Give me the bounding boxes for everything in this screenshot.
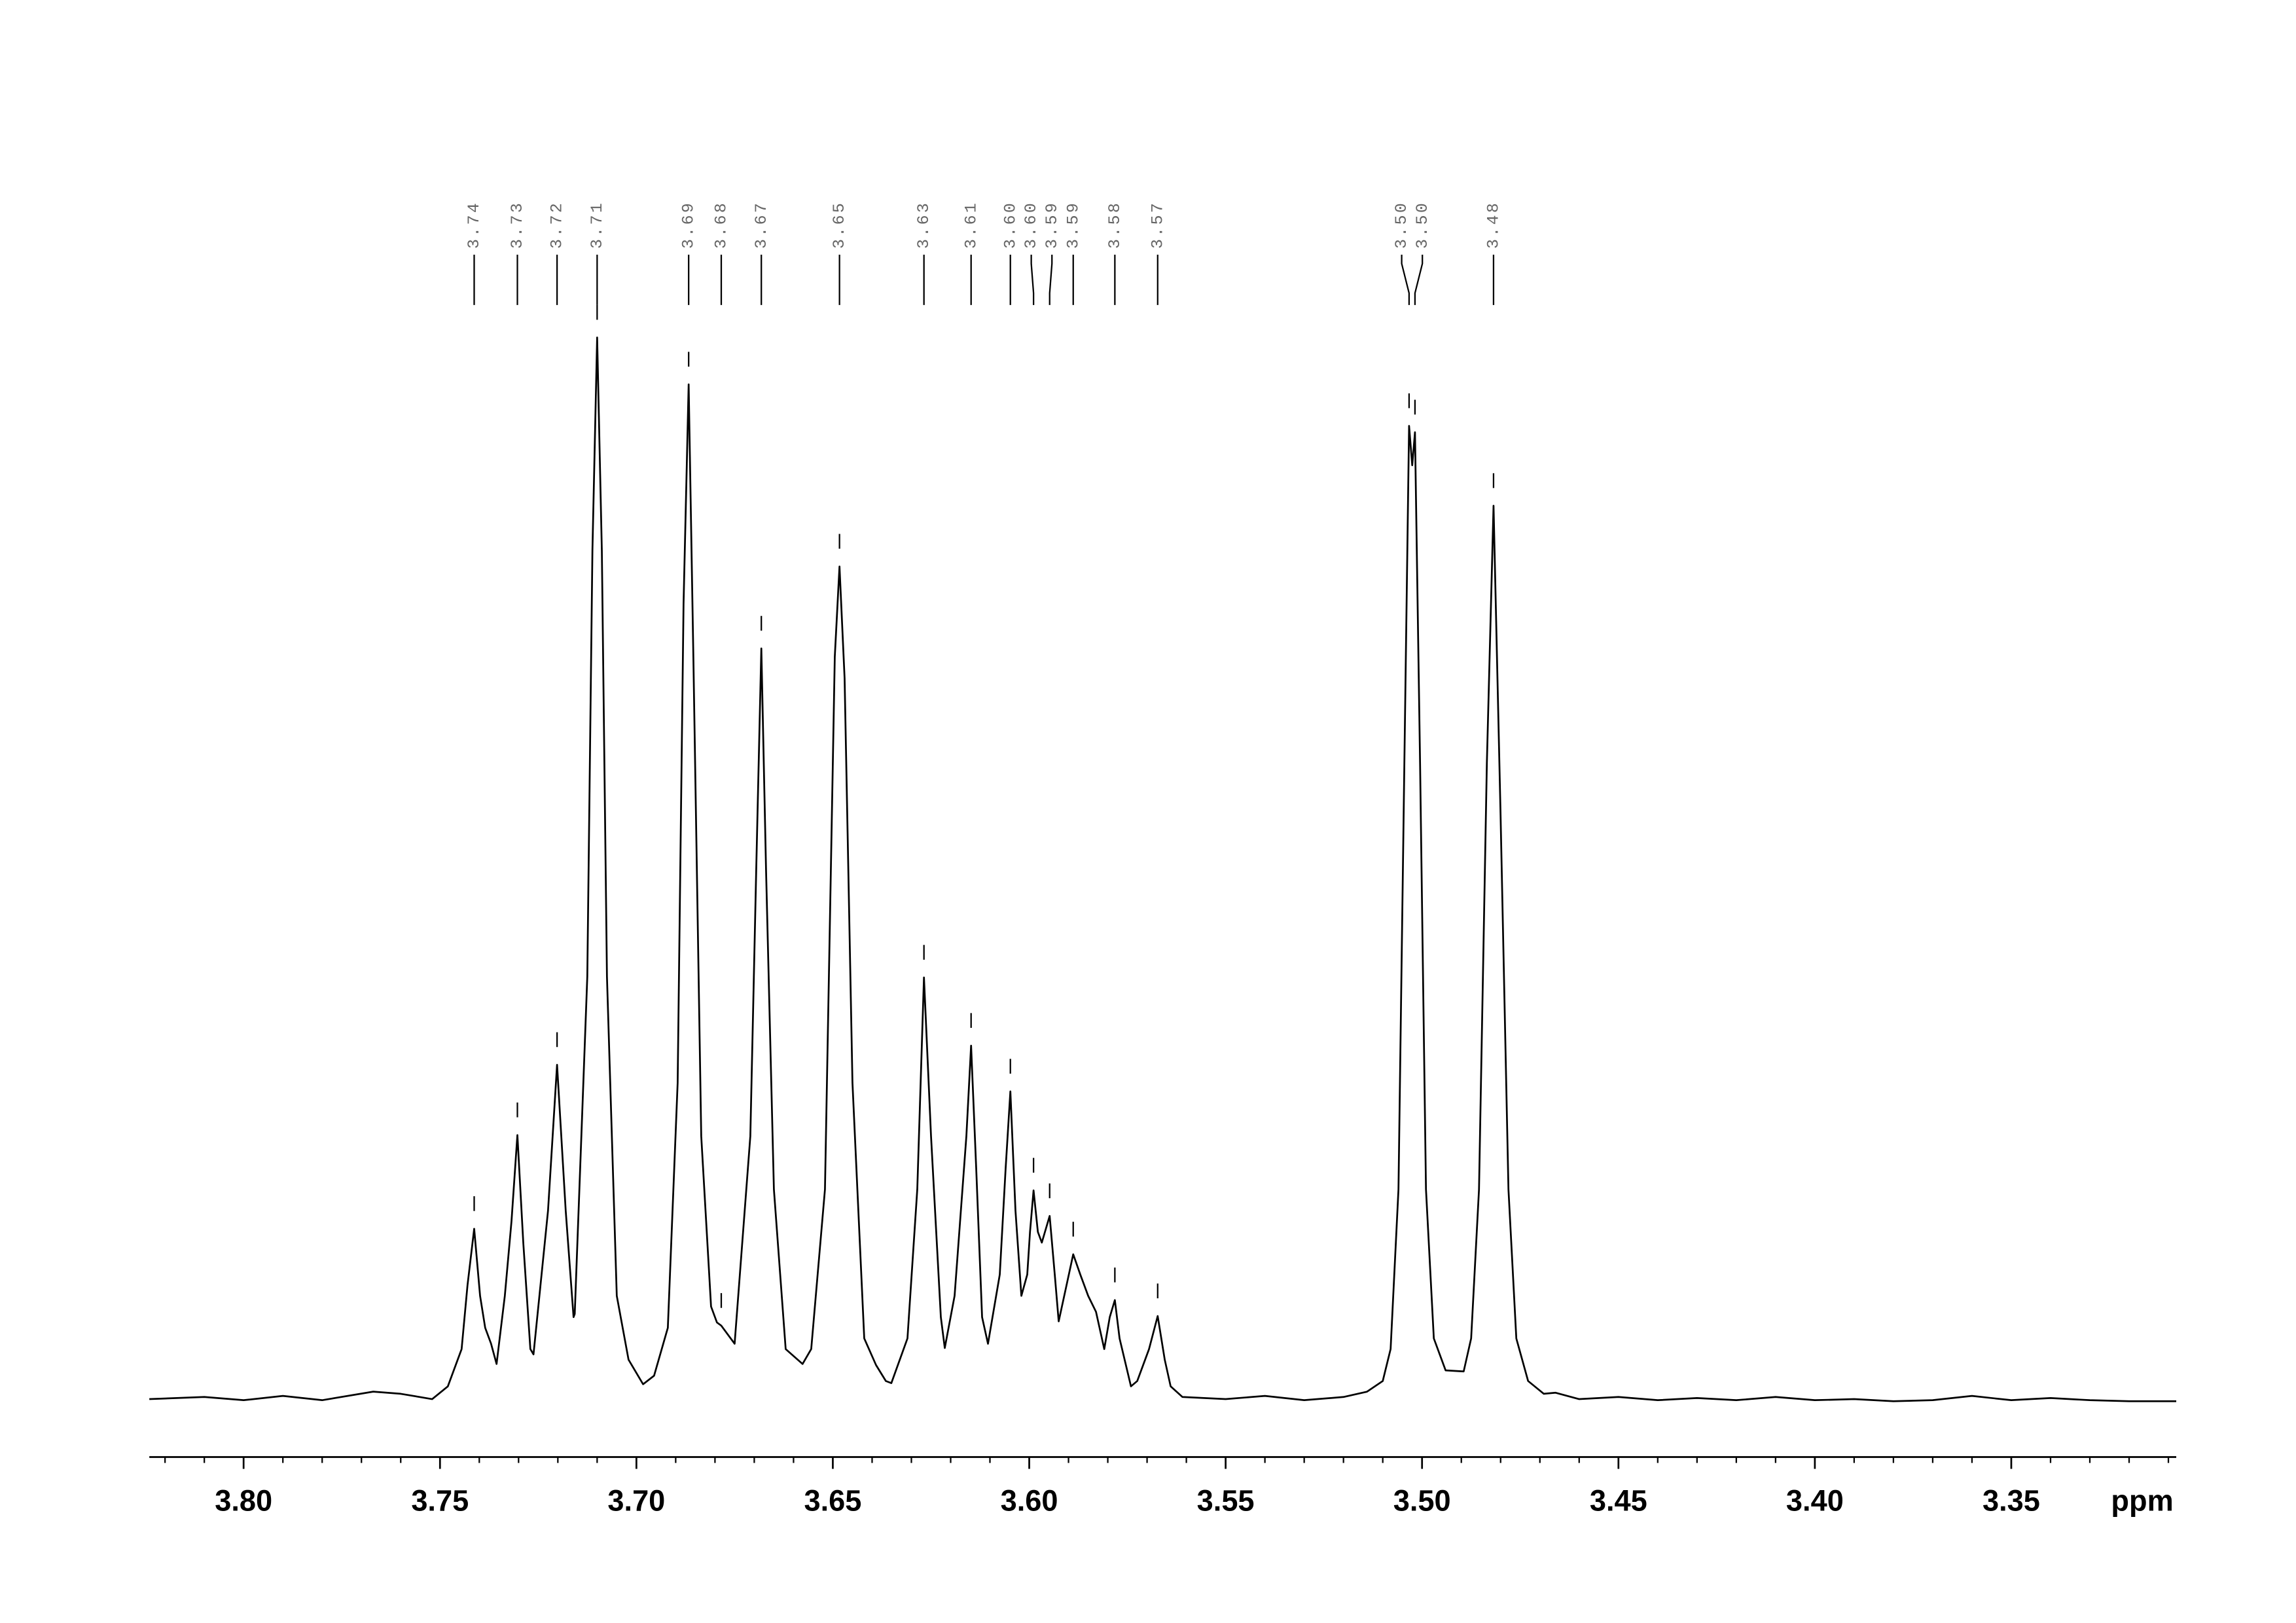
peak-label: 3.61 — [962, 201, 980, 249]
peak-label: 3.72 — [548, 201, 567, 249]
x-tick-label: 3.70 — [607, 1484, 665, 1517]
peak-label: 3.50 — [1393, 201, 1411, 249]
peak-label: 3.74 — [465, 201, 484, 249]
x-tick-label: 3.40 — [1786, 1484, 1844, 1517]
peak-label: 3.67 — [753, 201, 771, 249]
x-tick-label: 3.65 — [804, 1484, 861, 1517]
spectrum-trace — [149, 337, 2177, 1402]
peak-label: 3.60 — [1001, 201, 1020, 249]
peak-connector — [1030, 255, 1035, 305]
x-tick-label: 3.75 — [411, 1484, 469, 1517]
peak-label: 3.69 — [680, 201, 698, 249]
peak-connector — [1401, 255, 1410, 305]
peak-label: 3.60 — [1022, 201, 1041, 249]
peak-label: 3.48 — [1484, 201, 1503, 249]
x-tick-label: 3.45 — [1590, 1484, 1647, 1517]
peak-label: 3.58 — [1106, 201, 1124, 249]
peak-label: 3.73 — [509, 201, 527, 249]
peak-connector — [1049, 255, 1053, 305]
peak-label: 3.59 — [1064, 201, 1083, 249]
peak-label: 3.68 — [713, 201, 731, 249]
x-tick-label: 3.50 — [1393, 1484, 1451, 1517]
x-tick-label: 3.60 — [1001, 1484, 1058, 1517]
peak-label: 3.50 — [1414, 201, 1432, 249]
peak-connector — [1414, 255, 1424, 305]
x-axis-label: ppm — [2111, 1484, 2173, 1517]
x-tick-label: 3.35 — [1982, 1484, 2040, 1517]
peak-label: 3.59 — [1043, 201, 1062, 249]
peak-label: 3.71 — [588, 201, 607, 249]
x-tick-label: 3.55 — [1197, 1484, 1255, 1517]
peak-label: 3.63 — [915, 201, 933, 249]
peak-label: 3.65 — [831, 201, 849, 249]
peak-label: 3.57 — [1149, 201, 1167, 249]
x-tick-label: 3.80 — [215, 1484, 272, 1517]
